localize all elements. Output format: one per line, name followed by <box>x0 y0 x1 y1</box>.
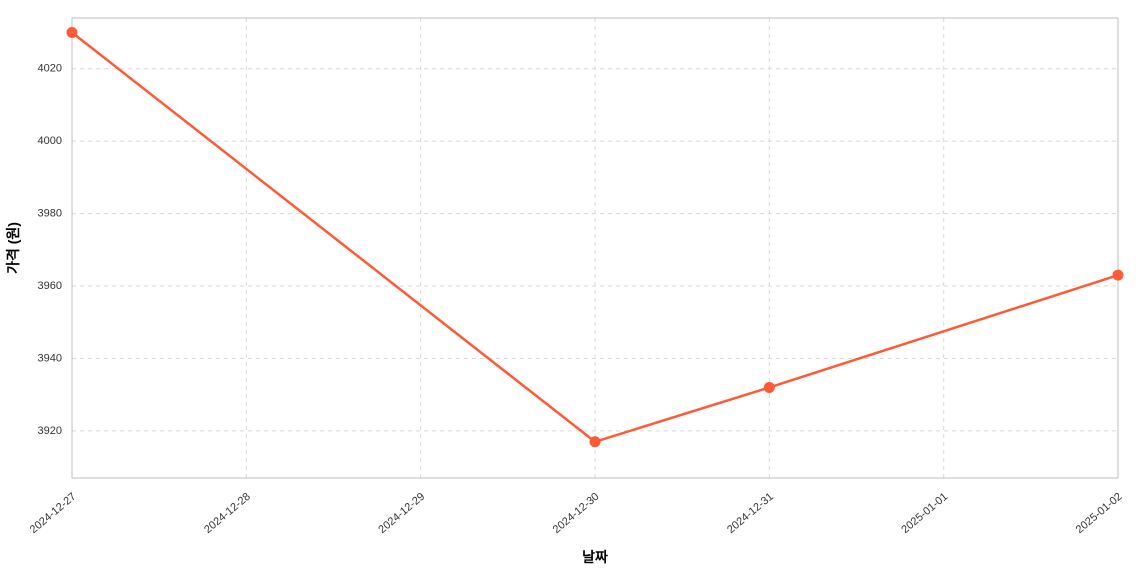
y-tick-label: 4020 <box>38 63 62 75</box>
y-axis-title: 가격 (원) <box>5 222 21 274</box>
y-tick-label: 4000 <box>38 135 62 147</box>
y-tick-label: 3940 <box>38 352 62 364</box>
y-tick-label: 3980 <box>38 207 62 219</box>
series-marker <box>764 382 774 392</box>
series-marker <box>67 27 77 37</box>
chart-svg: 3920394039603980400040202024-12-272024-1… <box>0 0 1140 570</box>
series-marker <box>1113 270 1123 280</box>
series-marker <box>590 437 600 447</box>
y-tick-label: 3920 <box>38 425 62 437</box>
y-tick-label: 3960 <box>38 280 62 292</box>
price-line-chart: 3920394039603980400040202024-12-272024-1… <box>0 0 1140 570</box>
x-axis-title: 날짜 <box>582 549 608 565</box>
chart-bg <box>0 0 1140 570</box>
